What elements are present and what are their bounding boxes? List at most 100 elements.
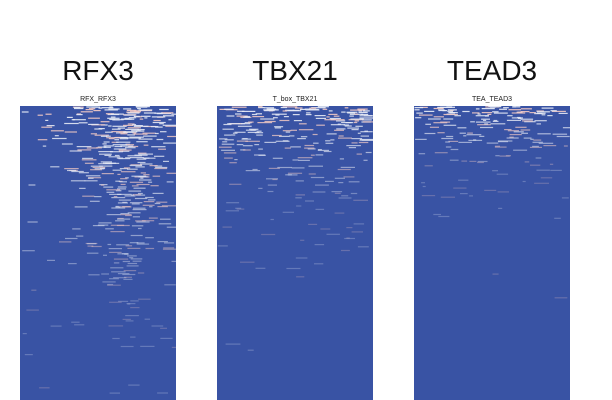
streak [121, 253, 129, 255]
streak [85, 175, 101, 177]
streak [445, 141, 450, 143]
streak [105, 162, 120, 164]
streak [121, 150, 130, 152]
streak [224, 108, 234, 110]
streak [300, 239, 305, 241]
streak [137, 108, 141, 110]
streak [145, 247, 155, 250]
streak [317, 149, 322, 151]
panel-subtitle: T_box_TBX21 [273, 96, 318, 103]
streak [287, 172, 303, 174]
streak [424, 165, 433, 167]
streak [70, 180, 86, 182]
streak [50, 325, 62, 327]
streak [136, 158, 147, 160]
streak [131, 203, 140, 205]
streak [106, 191, 115, 193]
streak [76, 146, 92, 148]
streak [351, 142, 358, 144]
streak [46, 125, 55, 127]
streak [561, 197, 569, 199]
streak [347, 112, 355, 114]
streak [110, 113, 124, 115]
streak [467, 132, 473, 134]
streak [100, 161, 112, 163]
streak [543, 145, 557, 147]
streak [268, 167, 280, 169]
streak [351, 138, 363, 140]
streak [315, 208, 325, 210]
streak [74, 206, 88, 208]
streak [136, 141, 148, 143]
streak [71, 170, 84, 173]
streak [338, 197, 352, 199]
streak [166, 226, 176, 228]
streak [224, 139, 234, 141]
streak [520, 129, 531, 131]
streak [122, 273, 136, 276]
streak [279, 119, 290, 122]
streak [499, 108, 507, 110]
streak [308, 223, 318, 225]
streak [127, 247, 141, 249]
streak [419, 106, 428, 108]
streak [112, 119, 120, 121]
streak [245, 140, 260, 142]
streak [108, 138, 115, 140]
streak [292, 114, 300, 116]
streak [282, 130, 292, 132]
streak [353, 121, 358, 124]
streak [357, 246, 369, 248]
streak [152, 175, 161, 177]
streak [275, 140, 290, 142]
streak [105, 131, 113, 133]
streak [98, 128, 105, 130]
streak [550, 110, 557, 112]
streak [143, 174, 150, 176]
streak [229, 162, 237, 164]
streak [116, 224, 130, 227]
streak [126, 109, 137, 111]
streak [135, 220, 146, 222]
streak [137, 161, 146, 164]
streak [277, 166, 292, 169]
streak [524, 121, 536, 123]
streak [108, 125, 112, 127]
streak [315, 117, 326, 119]
streak [97, 146, 107, 148]
streak [99, 153, 112, 155]
streak [484, 123, 489, 125]
streak [164, 242, 175, 244]
streak [304, 144, 315, 147]
streak [94, 128, 103, 130]
streak [346, 237, 350, 239]
streak [106, 214, 121, 216]
streak [258, 154, 266, 156]
streak [433, 107, 444, 110]
streak [529, 112, 536, 114]
streak [348, 181, 360, 183]
streak [115, 190, 122, 192]
streak [108, 156, 121, 158]
streak [160, 337, 173, 339]
streak [433, 122, 448, 124]
streak [142, 132, 156, 134]
streak [99, 165, 113, 167]
streak [416, 112, 423, 114]
streak [162, 124, 176, 126]
streak [124, 114, 136, 116]
streak [114, 139, 119, 141]
streak [31, 289, 37, 291]
streak [116, 244, 130, 246]
streak [87, 243, 97, 245]
streak [74, 324, 85, 326]
streak [72, 228, 81, 230]
streak [158, 148, 166, 150]
streak [123, 108, 132, 110]
streak [448, 112, 458, 114]
streak [22, 250, 35, 252]
streak [547, 115, 553, 117]
streak [282, 211, 294, 213]
streak [338, 137, 352, 139]
streak [47, 259, 55, 261]
